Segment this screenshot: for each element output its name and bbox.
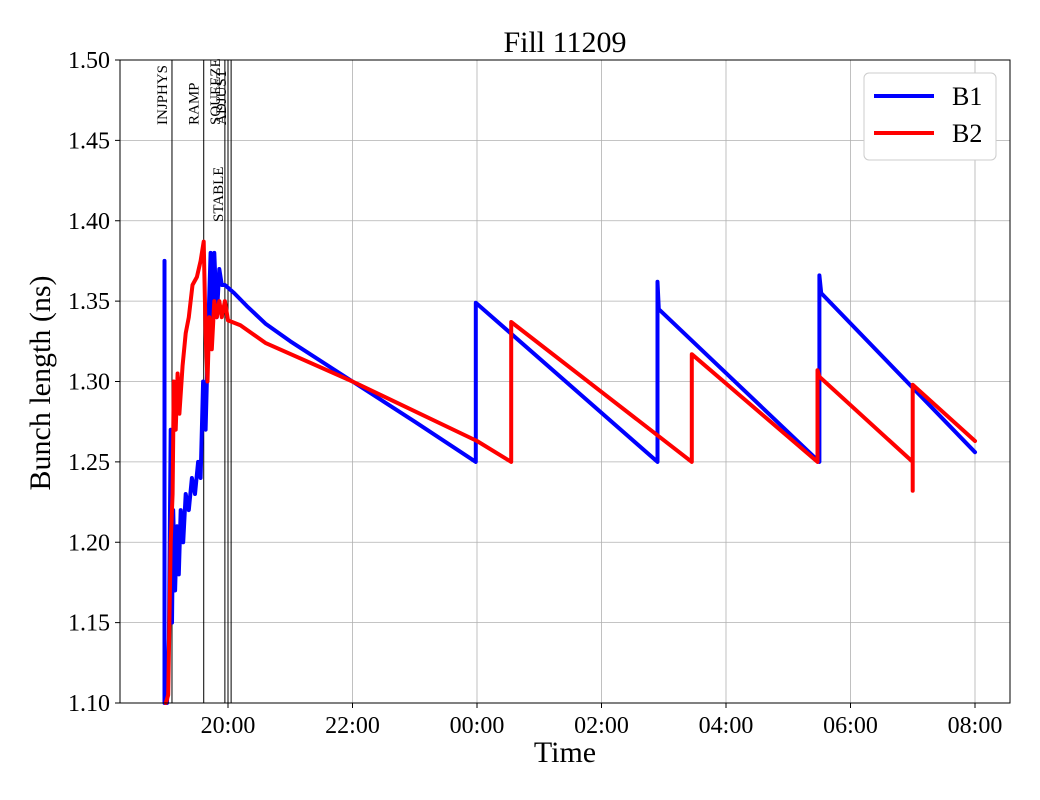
x-tick-label: 22:00 <box>325 713 380 739</box>
y-tick-label: 1.30 <box>68 370 110 396</box>
y-axis-ticks: 1.10 1.15 1.20 1.25 1.30 1.35 1.40 1.45 1.50 <box>68 48 120 717</box>
x-axis-label: Time <box>534 736 596 769</box>
phase-label-squeeze: SQUEEZE <box>208 58 224 125</box>
legend: B1 B2 <box>863 72 997 161</box>
x-tick-label: 06:00 <box>823 713 878 739</box>
legend-label-b1: B1 <box>952 82 982 111</box>
phase-label-ramp: RAMP <box>187 82 203 125</box>
y-tick-label: 1.20 <box>68 530 110 556</box>
x-tick-label: 00:00 <box>450 713 505 739</box>
x-tick-label: 20:00 <box>201 713 256 739</box>
y-axis-label: Bunch length (ns) <box>24 276 57 491</box>
legend-label-b2: B2 <box>952 119 982 148</box>
series-line-b2 <box>163 239 977 705</box>
phase-markers: INJPHYS RAMP SQUEEZE STABLE ADJUST <box>155 58 232 703</box>
y-tick-label: 1.15 <box>68 611 110 637</box>
x-tick-label: 04:00 <box>699 713 754 739</box>
y-tick-label: 1.40 <box>68 209 110 235</box>
y-tick-label: 1.35 <box>68 289 110 315</box>
plot-series <box>162 239 977 705</box>
x-tick-label: 02:00 <box>574 713 629 739</box>
phase-label-injphys: INJPHYS <box>155 65 171 125</box>
y-tick-label: 1.25 <box>68 450 110 476</box>
phase-label-adjust: ADJUST <box>214 69 230 125</box>
y-tick-label: 1.50 <box>68 48 110 74</box>
x-axis-ticks: 20:00 22:00 00:00 02:00 04:00 06:00 08:00 <box>201 703 1003 739</box>
y-tick-label: 1.45 <box>68 128 110 154</box>
y-tick-label: 1.10 <box>68 691 110 717</box>
series-line-b1 <box>162 250 977 705</box>
phase-label-stable: STABLE <box>211 167 227 222</box>
chart-title: Fill 11209 <box>503 26 626 59</box>
x-tick-label: 08:00 <box>948 713 1003 739</box>
